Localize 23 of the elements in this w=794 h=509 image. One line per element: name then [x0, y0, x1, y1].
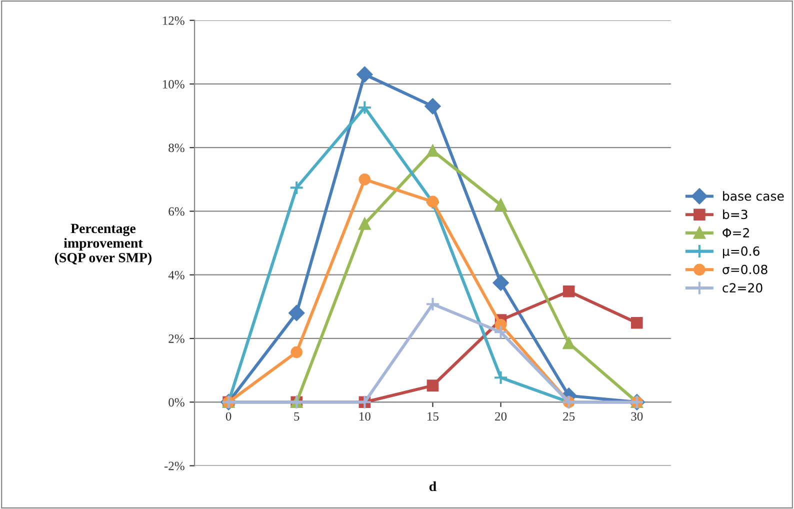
legend-label: σ=0.08	[722, 264, 768, 274]
x-tick-label: 10	[360, 412, 370, 421]
legend-label: b=3	[723, 209, 748, 220]
legend-label: base case	[723, 191, 784, 201]
x-tick-label: 20	[495, 412, 507, 421]
y-tick-label: 2%	[168, 334, 184, 343]
x-tick-label: 0	[226, 412, 232, 421]
x-tick-label: 30	[631, 412, 643, 421]
y-tick-label: -2%	[164, 462, 184, 470]
x-tick-label: 5	[294, 412, 300, 421]
y-tick-label: 0%	[168, 398, 184, 407]
y-tick-label: 8%	[168, 144, 184, 152]
y-tick-label: 6%	[168, 207, 184, 216]
y-tick-label: 10%	[162, 80, 184, 88]
y-tick-label: 4%	[168, 270, 184, 280]
legend-label: Φ=2	[722, 228, 749, 238]
legend-label: c2=20	[722, 283, 762, 293]
y-tick-label: 12%	[162, 16, 184, 25]
x-axis-title: d	[429, 481, 436, 492]
y-axis-title: Percentage improvement (SQP over SMP)	[54, 224, 152, 266]
legend-label: μ=0.6	[723, 246, 760, 258]
x-tick-label: 25	[563, 412, 575, 421]
x-tick-label: 15	[428, 412, 438, 421]
